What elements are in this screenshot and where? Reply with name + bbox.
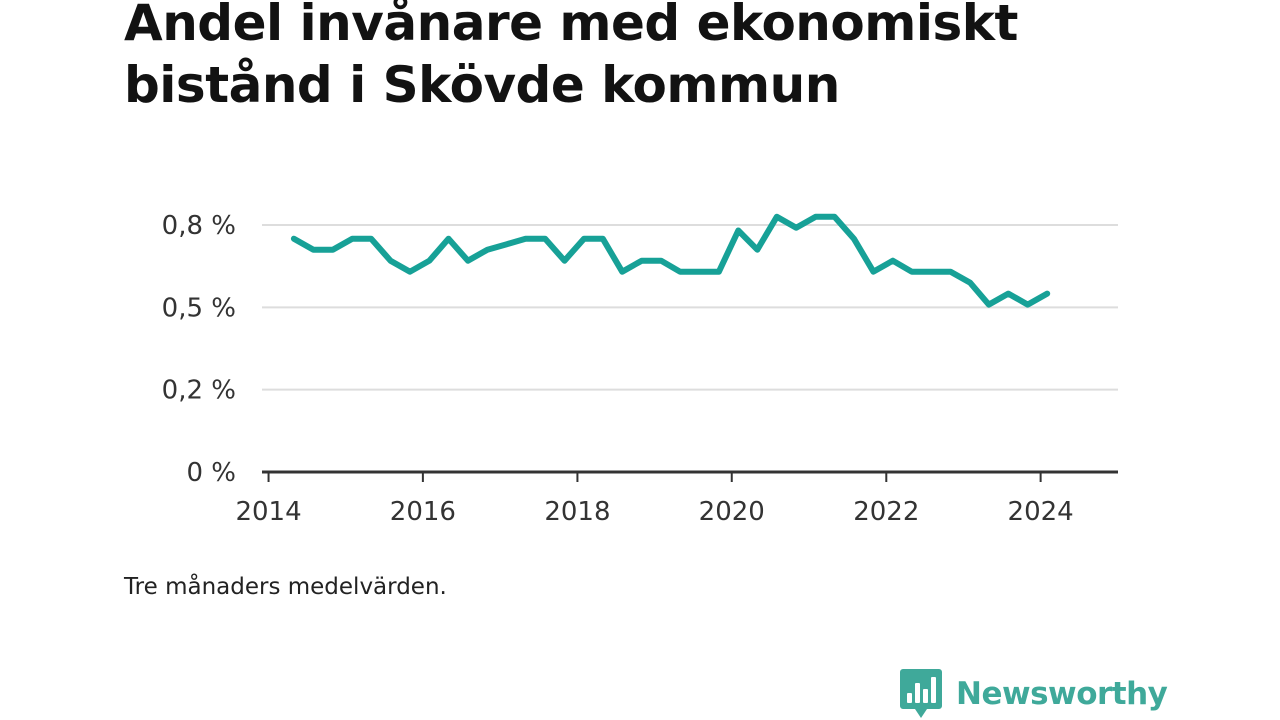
data-point [523, 236, 529, 242]
data-point [928, 269, 934, 275]
x-tick-label: 2022 [853, 497, 919, 527]
data-point [793, 225, 799, 231]
data-point [600, 236, 606, 242]
brand-name: Newsworthy [956, 676, 1168, 712]
data-point [813, 214, 819, 220]
y-tick-label: 0,8 % [162, 211, 236, 241]
data-point [677, 269, 683, 275]
data-point [426, 258, 432, 264]
data-point [310, 247, 316, 253]
data-point [948, 269, 954, 275]
data-point [504, 241, 510, 247]
x-tick-label: 2018 [544, 497, 610, 527]
data-point [484, 247, 490, 253]
data-point [1025, 302, 1031, 308]
series-line [290, 213, 1051, 308]
data-point [774, 214, 780, 220]
data-point [696, 269, 702, 275]
data-point [890, 258, 896, 264]
bar-chart-speech-bubble-icon [900, 669, 942, 718]
data-point [754, 247, 760, 253]
data-point [1044, 291, 1050, 297]
data-point [291, 236, 297, 242]
data-point [581, 236, 587, 242]
grid-lines [262, 224, 1118, 391]
data-point [639, 258, 645, 264]
y-tick-label: 0,2 % [162, 376, 236, 406]
x-axis [262, 470, 1118, 482]
y-tick-label: 0 % [186, 458, 236, 488]
data-point [967, 280, 973, 286]
series-layer [290, 213, 1051, 308]
data-point [368, 236, 374, 242]
data-point [851, 236, 857, 242]
data-point [542, 236, 548, 242]
newsworthy-logo: Newsworthy [900, 668, 1168, 720]
data-point [349, 236, 355, 242]
data-point [870, 269, 876, 275]
data-point [909, 269, 915, 275]
data-point [562, 258, 568, 264]
data-point [716, 269, 722, 275]
data-point [330, 247, 336, 253]
chart-title: Andel invånare med ekonomiskt bistånd i … [124, 0, 1018, 114]
x-axis-tick-labels: 2014 2016 2018 2020 2022 2024 [235, 497, 1073, 527]
data-point [446, 236, 452, 242]
data-point [735, 228, 741, 234]
y-tick-label: 0,5 % [162, 293, 236, 323]
x-tick-label: 2014 [235, 497, 301, 527]
data-point [986, 302, 992, 308]
data-point [619, 269, 625, 275]
data-point [1005, 291, 1011, 297]
data-point [658, 258, 664, 264]
x-tick-label: 2024 [1008, 497, 1074, 527]
chart-footnote: Tre månaders medelvärden. [124, 574, 447, 600]
y-axis-tick-labels: 0 % 0,2 % 0,5 % 0,8 % [162, 211, 236, 488]
data-point [407, 269, 413, 275]
data-point [465, 258, 471, 264]
x-tick-label: 2016 [390, 497, 456, 527]
x-tick-label: 2020 [699, 497, 765, 527]
data-point [832, 214, 838, 220]
data-point [388, 258, 394, 264]
